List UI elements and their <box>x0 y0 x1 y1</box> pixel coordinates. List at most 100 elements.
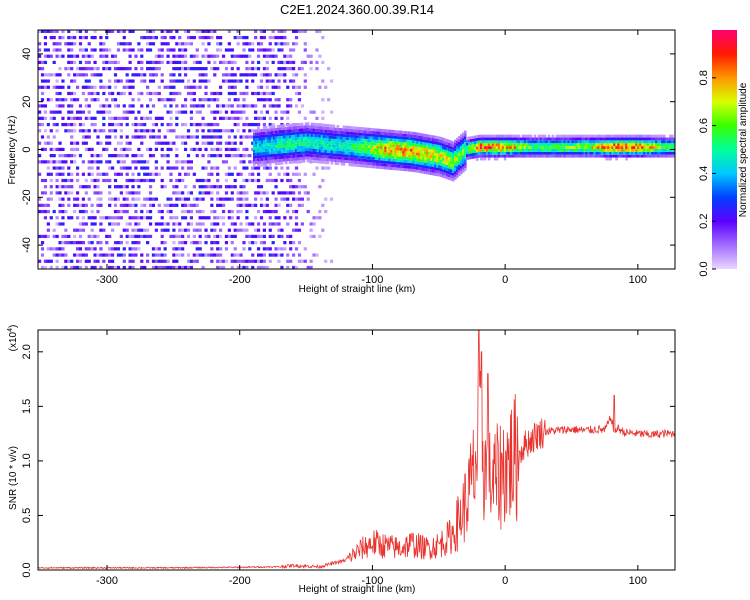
heatmap-cell <box>195 129 199 133</box>
heatmap-cell <box>55 172 59 176</box>
heatmap-cell <box>160 234 164 239</box>
heatmap-cell <box>154 141 158 145</box>
heatmap-cell <box>404 154 407 157</box>
heatmap-cell <box>131 85 135 89</box>
heatmap-cell <box>380 134 383 138</box>
heatmap-cell <box>412 140 415 144</box>
heatmap-cell <box>163 135 167 139</box>
heatmap-cell <box>280 110 284 114</box>
heatmap-cell <box>198 228 202 232</box>
heatmap-cell <box>509 149 513 152</box>
heatmap-cell <box>108 253 112 257</box>
heatmap-cell <box>110 30 115 33</box>
heatmap-cell <box>146 209 150 214</box>
heatmap-cell <box>569 146 573 149</box>
heatmap-cell <box>160 222 164 226</box>
heatmap-cell <box>183 203 188 207</box>
heatmap-cell <box>463 144 467 148</box>
heatmap-cell <box>436 138 439 142</box>
heatmap-cell <box>110 122 115 127</box>
heatmap-cell <box>617 154 620 158</box>
heatmap-cell <box>288 132 292 136</box>
heatmap-cell <box>286 129 290 133</box>
heatmap-cell <box>262 137 266 141</box>
heatmap-cell <box>125 228 129 232</box>
heatmap-cell <box>58 85 62 89</box>
heatmap-cell <box>356 155 360 159</box>
heatmap-cell <box>332 144 336 148</box>
heatmap-cell <box>298 128 302 132</box>
heatmap-cell <box>428 151 431 155</box>
heatmap-cell <box>410 157 413 161</box>
heatmap-cell <box>394 141 397 145</box>
heatmap-cell <box>420 161 423 165</box>
heatmap-cell <box>242 178 246 183</box>
heatmap-cell <box>239 54 243 58</box>
heatmap-cell <box>251 203 255 207</box>
heatmap-cell <box>160 54 164 58</box>
heatmap-cell <box>216 178 220 183</box>
heatmap-cell <box>567 146 571 149</box>
heatmap-cell <box>160 60 164 65</box>
heatmap-cell <box>309 228 313 232</box>
heatmap-cell <box>148 129 153 133</box>
heatmap-cell <box>475 138 479 141</box>
x-tick-label: 100 <box>629 575 647 587</box>
heatmap-cell <box>589 154 593 158</box>
heatmap-cell <box>46 166 50 170</box>
heatmap-cell <box>300 157 304 160</box>
heatmap-cell <box>122 253 126 257</box>
heatmap-cell <box>43 209 48 214</box>
heatmap-cell <box>483 149 487 152</box>
heatmap-cell <box>398 133 401 137</box>
heatmap-cell <box>320 149 324 153</box>
heatmap-cell <box>603 140 606 144</box>
heatmap-cell <box>519 140 523 144</box>
heatmap-cell <box>438 136 441 140</box>
heatmap-cell <box>230 216 234 220</box>
heatmap-cell <box>192 172 196 176</box>
heatmap-cell <box>581 140 585 144</box>
heatmap-cell <box>663 154 666 158</box>
heatmap-cell <box>332 159 336 162</box>
heatmap-cell <box>116 160 121 164</box>
heatmap-cell <box>277 79 281 83</box>
heatmap-cell <box>342 142 346 146</box>
heatmap-cell <box>360 152 364 156</box>
heatmap-cell <box>125 154 129 158</box>
heatmap-cell <box>96 178 100 183</box>
heatmap-cell <box>284 149 288 153</box>
heatmap-cell <box>116 104 121 108</box>
heatmap-cell <box>166 60 170 65</box>
heatmap-cell <box>254 155 258 159</box>
heatmap-cell <box>256 185 261 189</box>
heatmap-cell <box>637 151 640 155</box>
heatmap-cell <box>157 265 161 269</box>
heatmap-cell <box>113 197 118 201</box>
x-tick-label: 0 <box>502 274 508 286</box>
heatmap-cell <box>460 154 463 158</box>
heatmap-cell <box>460 151 463 155</box>
heatmap-cell <box>195 178 199 183</box>
heatmap-cell <box>579 143 583 147</box>
heatmap-cell <box>268 42 272 46</box>
heatmap-cell <box>587 149 591 152</box>
heatmap-cell <box>169 147 173 152</box>
heatmap-cell <box>340 145 344 149</box>
heatmap-cell <box>585 134 589 138</box>
heatmap-cell <box>210 129 214 133</box>
heatmap-cell <box>418 141 421 145</box>
heatmap-cell <box>402 156 405 160</box>
heatmap-cell <box>669 134 672 138</box>
heatmap-cell <box>268 142 272 146</box>
heatmap-cell <box>128 48 132 52</box>
heatmap-cell <box>303 42 307 46</box>
heatmap-cell <box>87 110 91 114</box>
heatmap-cell <box>61 104 65 108</box>
heatmap-cell <box>154 122 158 127</box>
heatmap-cell <box>497 151 501 155</box>
heatmap-cell <box>404 142 407 146</box>
heatmap-cell <box>448 142 451 146</box>
heatmap-cell <box>442 143 445 147</box>
heatmap-cell <box>448 157 451 160</box>
